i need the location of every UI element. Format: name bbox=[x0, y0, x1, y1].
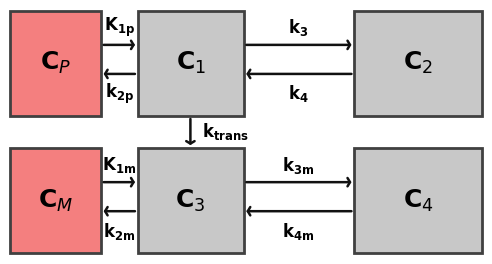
Text: $\mathbf{C}_{1}$: $\mathbf{C}_{1}$ bbox=[176, 50, 206, 77]
Bar bbox=[354, 11, 482, 116]
Text: $\bf{k_4}$: $\bf{k_4}$ bbox=[288, 83, 309, 104]
Text: $\mathbf{C}_{M}$: $\mathbf{C}_{M}$ bbox=[38, 187, 73, 214]
Text: $\bf{k_{2m}}$: $\bf{k_{2m}}$ bbox=[103, 220, 136, 242]
Bar bbox=[138, 11, 244, 116]
Text: $\bf{k_{3m}}$: $\bf{k_{3m}}$ bbox=[282, 154, 315, 176]
Bar bbox=[10, 11, 101, 116]
Bar bbox=[354, 148, 482, 253]
Text: $\mathbf{C}_{2}$: $\mathbf{C}_{2}$ bbox=[403, 50, 433, 77]
Text: $\bf{K_{1p}}$: $\bf{K_{1p}}$ bbox=[104, 16, 135, 39]
Text: $\bf{k_{trans}}$: $\bf{k_{trans}}$ bbox=[202, 121, 249, 143]
Text: $\bf{k_{2p}}$: $\bf{k_{2p}}$ bbox=[105, 82, 134, 106]
Text: $\bf{k_{4m}}$: $\bf{k_{4m}}$ bbox=[282, 220, 315, 242]
Text: $\mathbf{C}_{4}$: $\mathbf{C}_{4}$ bbox=[403, 187, 433, 214]
Text: $\mathbf{C}_{P}$: $\mathbf{C}_{P}$ bbox=[40, 50, 71, 77]
Text: $\bf{k_3}$: $\bf{k_3}$ bbox=[288, 17, 309, 38]
Bar bbox=[10, 148, 101, 253]
Text: $\mathbf{C}_{3}$: $\mathbf{C}_{3}$ bbox=[176, 187, 206, 214]
Bar bbox=[138, 148, 244, 253]
Text: $\bf{K_{1m}}$: $\bf{K_{1m}}$ bbox=[102, 155, 137, 175]
